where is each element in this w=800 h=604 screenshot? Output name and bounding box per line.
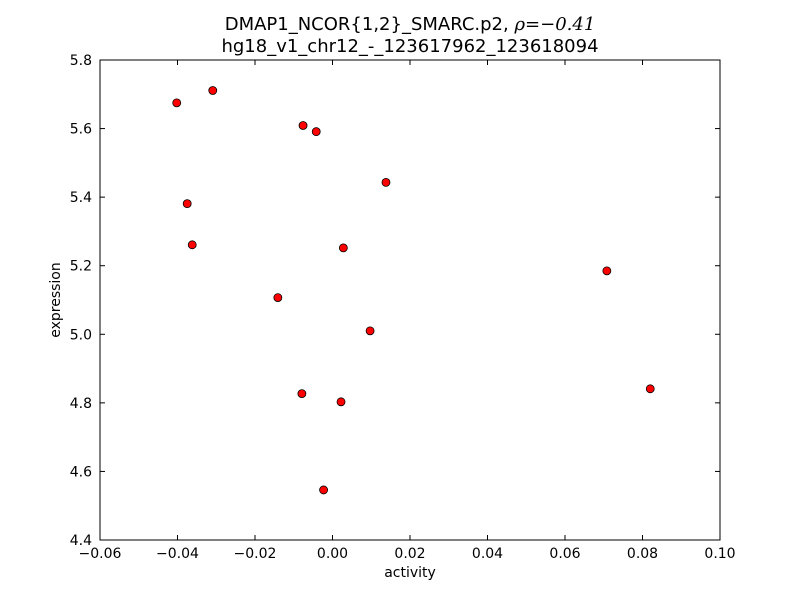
scatter-point: [273, 293, 283, 303]
chart-title-rho-value: =−0.41: [525, 14, 595, 35]
scatter-point: [336, 397, 346, 407]
y-tick-label: 5.6: [70, 122, 92, 138]
scatter-point: [319, 485, 328, 495]
y-axis-ticks: 4.4 4.6 4.8 5.0 5.2 5.4 5.6 5.8: [70, 53, 720, 549]
chart-title-line1: DMAP1_NCOR{1,2}_SMARC.p2, ρ=−0.41: [225, 14, 596, 35]
scatter-point: [182, 199, 192, 209]
x-tick-label: −0.04: [156, 546, 199, 562]
x-tick-label: 0.02: [394, 546, 425, 562]
x-tick-label: 0.10: [704, 546, 735, 562]
y-tick-label: 4.6: [70, 464, 92, 480]
y-axis-label: expression: [48, 262, 64, 338]
chart-title-main: DMAP1_NCOR{1,2}_SMARC.p2,: [225, 14, 515, 35]
scatter-point: [298, 121, 308, 130]
x-tick-label: 0.08: [627, 546, 658, 562]
scatter-point: [187, 240, 197, 250]
x-tick-label: 0.00: [317, 546, 348, 562]
x-axis-ticks: −0.06 −0.04 −0.02 0.00 0.02 0.04 0.06 0.08 0.10: [79, 60, 736, 562]
y-tick-label: 4.8: [70, 396, 92, 412]
scatter-point: [172, 98, 182, 108]
chart-title-rho-symbol: ρ: [513, 14, 525, 35]
scatter-point: [645, 384, 655, 394]
x-tick-label: 0.06: [549, 546, 580, 562]
y-tick-label: 4.4: [70, 533, 92, 549]
chart-title-line2: hg18_v1_chr12_-_123617962_123618094: [221, 36, 598, 57]
scatter-point: [208, 86, 218, 95]
scatter-points: [172, 86, 655, 495]
scatter-point: [365, 326, 375, 336]
y-tick-label: 5.4: [70, 190, 92, 206]
x-tick-label: −0.02: [234, 546, 277, 562]
scatter-point: [338, 243, 348, 253]
scatter-point: [297, 389, 307, 399]
scatter-point: [381, 177, 391, 187]
scatter-point: [602, 266, 612, 276]
y-tick-label: 5.0: [70, 327, 92, 343]
x-axis-label: activity: [384, 565, 436, 581]
y-tick-label: 5.8: [70, 53, 92, 69]
scatter-point: [311, 127, 321, 137]
x-tick-label: −0.06: [79, 546, 122, 562]
plot-area: [99, 59, 721, 541]
x-tick-label: 0.04: [472, 546, 503, 562]
y-tick-label: 5.2: [70, 259, 92, 275]
